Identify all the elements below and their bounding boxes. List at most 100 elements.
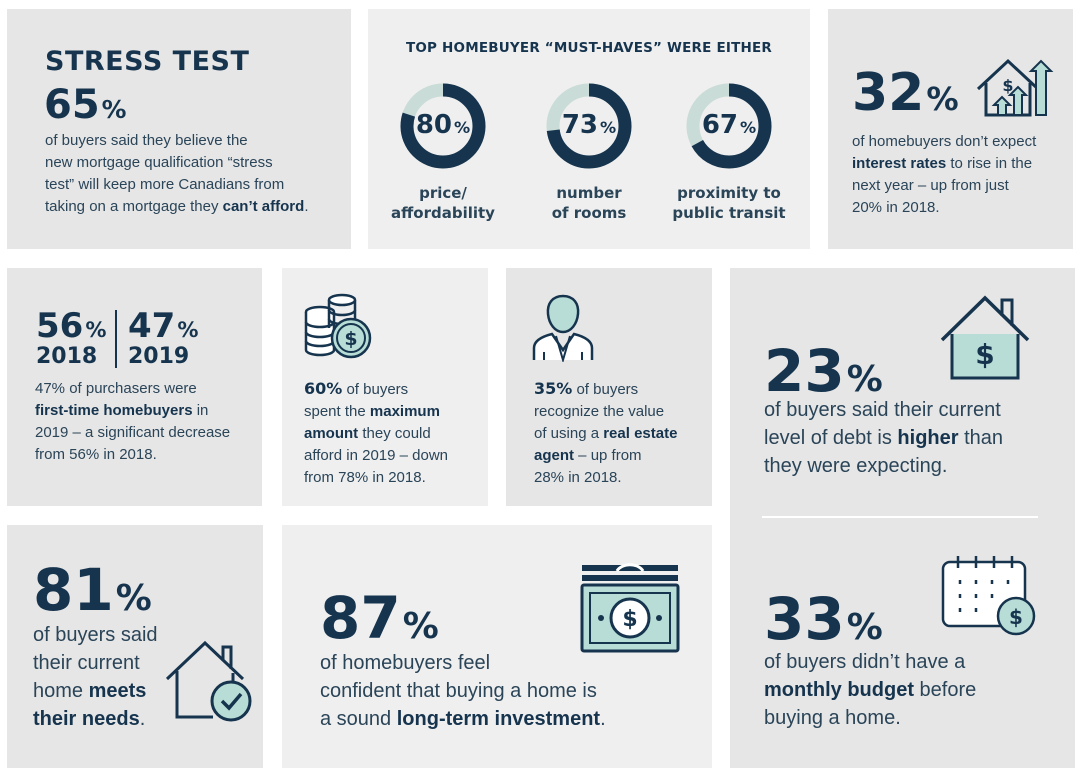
real-estate-agent-emphasis: real estate (603, 425, 678, 442)
interest-rates-card: 32% $ of homebuyers don’t expect interes… (828, 9, 1073, 249)
donut-item: 67% proximity to public transit (672, 81, 786, 241)
meets-needs-text: of buyers said their current home meets … (33, 621, 183, 733)
donut-value-pct: % (454, 118, 471, 137)
maximum-amount-value: 60% (304, 379, 342, 398)
first-time-line: from 56% in 2018. (35, 446, 157, 463)
interest-rates-emphasis: interest rates (852, 155, 947, 172)
debt-line-text: than (958, 427, 1004, 449)
budget-stat: 33% (764, 590, 883, 648)
debt-line-text: level of debt is (764, 427, 898, 449)
svg-text:$: $ (975, 338, 994, 371)
budget-text: of buyers didn’t have a monthly budget b… (764, 648, 1069, 732)
investment-value: 87 (320, 584, 401, 652)
interest-rates-line: 20% in 2018. (852, 199, 940, 216)
donut-label-line: public transit (672, 204, 786, 222)
meets-needs-emphasis: their needs (33, 708, 140, 730)
investment-pct: % (402, 606, 439, 647)
interest-rates-line: interest rates to rise in the (852, 153, 1067, 175)
interest-rates-text: of homebuyers don’t expect interest rate… (852, 131, 1067, 219)
maximum-amount-line-text: they could (358, 425, 431, 442)
maximum-amount-emphasis: maximum (369, 403, 440, 420)
donut-label-line: affordability (391, 204, 495, 222)
real-estate-agent-line-text: – up from (574, 447, 642, 464)
coin-stack-dollar-icon: $ (304, 293, 372, 359)
stress-test-value: 65 (44, 82, 100, 128)
investment-stat: 87% (320, 589, 439, 647)
maximum-amount-line-text: spent the (304, 403, 370, 420)
stress-test-line-text: . (304, 198, 309, 215)
maximum-amount-text: 60% of buyers spent the maximum amount t… (304, 378, 484, 489)
first-time-line-text: in (192, 402, 209, 419)
meets-needs-card: 81% of buyers said their current home me… (7, 525, 263, 768)
interest-rates-pct: % (926, 80, 959, 118)
donut-label-line: price/ (419, 184, 467, 202)
meets-needs-line: of buyers said (33, 624, 158, 646)
debt-budget-card: $ 23% of buyers said their current level… (730, 268, 1075, 768)
investment-text: of homebuyers feel confident that buying… (320, 649, 700, 733)
debt-value: 23 (764, 337, 845, 405)
maximum-amount-line: afford in 2019 – down (304, 447, 449, 464)
svg-text:$: $ (344, 328, 357, 350)
first-time-2019-pct: % (177, 317, 199, 342)
calendar-dollar-icon: $ (941, 556, 1036, 636)
first-time-line: 47% of purchasers were (35, 380, 197, 397)
first-time-2018-value: 56 (36, 306, 84, 346)
donut-label: number of rooms (524, 183, 654, 223)
cash-stack-dollar-icon: $ (580, 563, 680, 653)
budget-line-text: before (913, 679, 977, 701)
interest-rates-stat: 32% (852, 67, 959, 119)
stress-test-line: new mortgage qualification “stress (45, 154, 273, 171)
first-time-line: first-time homebuyers in (35, 400, 260, 422)
donut-label: proximity to public transit (659, 183, 799, 223)
stress-test-line: test” will keep more Canadians from (45, 176, 285, 193)
stress-test-stat: 65% (44, 85, 127, 125)
maximum-amount-line: from 78% in 2018. (304, 469, 426, 486)
debt-line: of buyers said their current (764, 399, 1001, 421)
debt-line: they were expecting. (764, 455, 948, 477)
donut-label: price/ affordability (378, 183, 508, 223)
stress-test-line: of buyers said they believe the (45, 132, 248, 149)
budget-emphasis: monthly budget (764, 679, 914, 701)
meets-needs-emphasis: meets (88, 680, 147, 702)
debt-stat: 23% (764, 342, 883, 400)
donut-label-line: proximity to (677, 184, 781, 202)
donut-label-line: of rooms (551, 204, 627, 222)
investment-line: confident that buying a home is (320, 680, 597, 702)
real-estate-agent-line-text: of buyers (572, 381, 639, 398)
interest-rates-line-text: to rise in the (946, 155, 1033, 172)
maximum-amount-line: 60% of buyers (304, 378, 484, 401)
real-estate-agent-line-text: of using a (534, 425, 604, 442)
section-divider (762, 516, 1038, 518)
maximum-amount-emphasis: amount (304, 425, 359, 442)
real-estate-agent-line: 35% of buyers (534, 378, 709, 401)
budget-line: of buyers didn’t have a (764, 651, 966, 673)
donut-value-number: 80 (415, 110, 453, 140)
debt-pct: % (846, 359, 883, 400)
meets-needs-value: 81 (33, 556, 114, 624)
meets-needs-pct: % (115, 578, 152, 619)
donut-chart-rooms (546, 83, 632, 169)
maximum-amount-pct: % (326, 379, 343, 398)
first-time-line: 2019 – a significant decrease (35, 424, 231, 441)
debt-text: of buyers said their current level of de… (764, 396, 1069, 480)
maximum-amount-line: spent the maximum (304, 401, 484, 423)
investment-card: 87% $ of homebuyers feel confident that … (282, 525, 712, 768)
stress-test-card: STRESS TEST 65% of buyers said they beli… (7, 9, 351, 249)
stress-test-line-text: taking on a mortgage they (45, 198, 223, 215)
svg-text:$: $ (1002, 76, 1013, 95)
svg-text:$: $ (622, 607, 637, 632)
donut-value: 80% (398, 112, 488, 138)
meets-needs-stat: 81% (33, 561, 152, 619)
real-estate-agent-card: 35% of buyers recognize the value of usi… (506, 268, 712, 506)
stress-test-text: of buyers said they believe the new mort… (45, 130, 345, 218)
real-estate-agent-text: 35% of buyers recognize the value of usi… (534, 378, 709, 489)
first-time-emphasis: first-time homebuyers (35, 402, 193, 419)
donut-value-pct: % (600, 118, 617, 137)
donut-value-pct: % (740, 118, 757, 137)
first-time-2018-year: 2018 (36, 344, 98, 369)
maximum-amount-number: 60 (304, 379, 327, 398)
debt-line: level of debt is higher than (764, 424, 1069, 452)
budget-value: 33 (764, 585, 845, 653)
first-time-2019-year: 2019 (128, 344, 190, 369)
stress-test-pct: % (101, 95, 127, 124)
